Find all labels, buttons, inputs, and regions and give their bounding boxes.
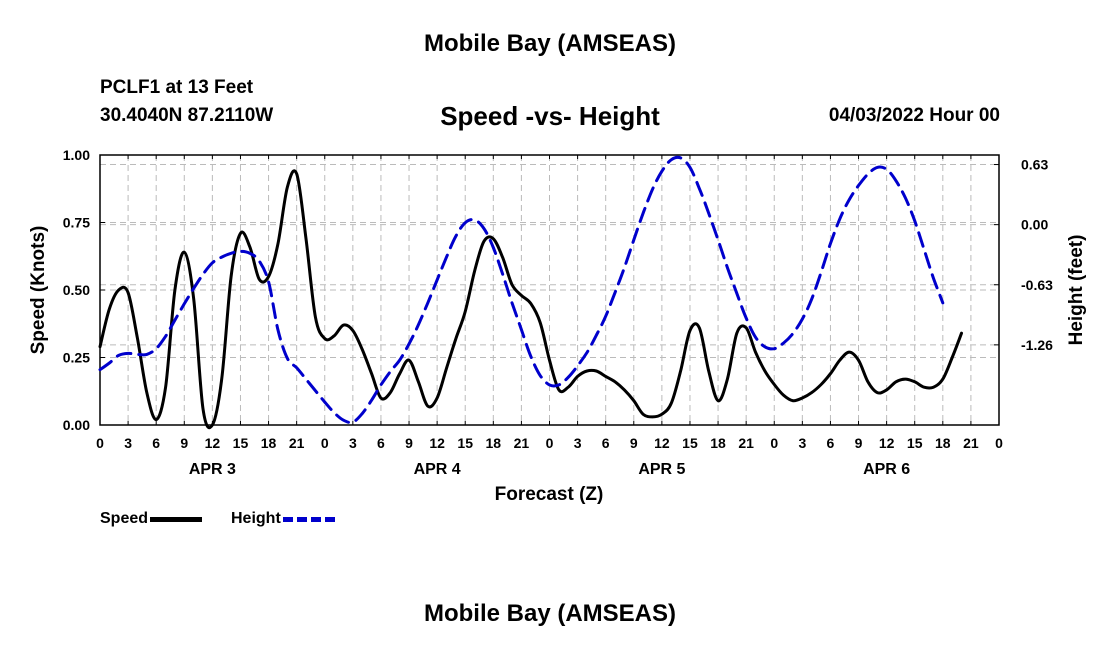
footer-title: Mobile Bay (AMSEAS) <box>423 600 677 627</box>
x-tick-label: 12 <box>205 435 221 451</box>
x-tick-label: 18 <box>935 435 951 451</box>
x-tick-label: 9 <box>405 435 413 451</box>
x-tick-label: 6 <box>602 435 610 451</box>
main-title: Mobile Bay (AMSEAS) <box>423 30 677 57</box>
x-tick-label: 15 <box>233 435 249 451</box>
speed-series-line <box>98 169 963 430</box>
axis-ticks: 0 3 6 9 12 15 18 21 0 3 6 9 12 15 18 21 0 3 6 9 12 15 18 21 0 3 6 9… <box>63 147 1053 478</box>
x-tick-label: 0 <box>770 435 778 451</box>
y-left-tick-label: 0.50 <box>63 282 90 298</box>
x-tick-label: 6 <box>152 435 160 451</box>
day-label: APR 3 <box>189 461 236 478</box>
legend-speed-swatch <box>150 516 203 522</box>
day-label: APR 6 <box>863 461 910 478</box>
y-left-tick-label: 0.00 <box>63 417 90 433</box>
x-tick-label: 6 <box>827 435 835 451</box>
x-tick-label: 21 <box>738 435 754 451</box>
forecast-run-time: 04/03/2022 Hour 00 <box>828 105 1000 126</box>
day-label: APR 4 <box>414 461 461 478</box>
x-tick-label: 9 <box>180 435 188 451</box>
x-axis-label: Forecast (Z) <box>495 484 604 505</box>
y-right-tick-label: 0.00 <box>1021 217 1048 233</box>
x-tick-label: 15 <box>907 435 923 451</box>
legend-speed-label: Speed <box>100 510 149 527</box>
x-tick-label: 21 <box>514 435 530 451</box>
y-right-tick-label: 0.63 <box>1021 157 1048 173</box>
y-left-tick-label: 0.75 <box>63 215 90 231</box>
x-tick-label: 18 <box>710 435 726 451</box>
x-tick-label: 3 <box>124 435 132 451</box>
x-tick-label: 3 <box>574 435 582 451</box>
y-right-tick-label: -0.63 <box>1021 277 1053 293</box>
legend-height: Height <box>231 510 335 528</box>
station-coordinates: 30.4040N 87.2110W <box>100 105 274 126</box>
x-tick-label: 0 <box>96 435 104 451</box>
legend-height-label: Height <box>231 510 281 527</box>
x-tick-label: 9 <box>630 435 638 451</box>
x-tick-label: 18 <box>261 435 277 451</box>
x-tick-label: 21 <box>963 435 979 451</box>
x-tick-label: 0 <box>546 435 554 451</box>
x-tick-label: 9 <box>855 435 863 451</box>
x-tick-label: 0 <box>321 435 329 451</box>
y-left-tick-label: 1.00 <box>63 147 90 163</box>
x-tick-label: 21 <box>289 435 305 451</box>
x-tick-label: 3 <box>798 435 806 451</box>
height-series-line <box>98 155 945 425</box>
grid-lines <box>100 155 999 425</box>
x-tick-label: 12 <box>879 435 895 451</box>
legend-height-swatch <box>282 516 335 522</box>
y-axis-left-label: Speed (Knots) <box>28 226 49 355</box>
series-lines <box>98 155 963 430</box>
x-tick-label: 18 <box>486 435 502 451</box>
y-left-tick-label: 0.25 <box>63 350 90 366</box>
y-axis-right-label: Height (feet) <box>1066 235 1087 346</box>
chart-title: Speed -vs- Height <box>440 101 660 131</box>
x-tick-label: 6 <box>377 435 385 451</box>
x-tick-label: 15 <box>682 435 698 451</box>
x-tick-label: 15 <box>457 435 473 451</box>
day-label: APR 5 <box>638 461 685 478</box>
x-tick-label: 12 <box>429 435 445 451</box>
x-tick-label: 0 <box>995 435 1003 451</box>
x-tick-label: 12 <box>654 435 670 451</box>
legend-speed: Speed <box>100 510 203 528</box>
x-tick-label: 3 <box>349 435 357 451</box>
y-right-tick-label: -1.26 <box>1021 337 1053 353</box>
station-label: PCLF1 at 13 Feet <box>100 77 254 98</box>
